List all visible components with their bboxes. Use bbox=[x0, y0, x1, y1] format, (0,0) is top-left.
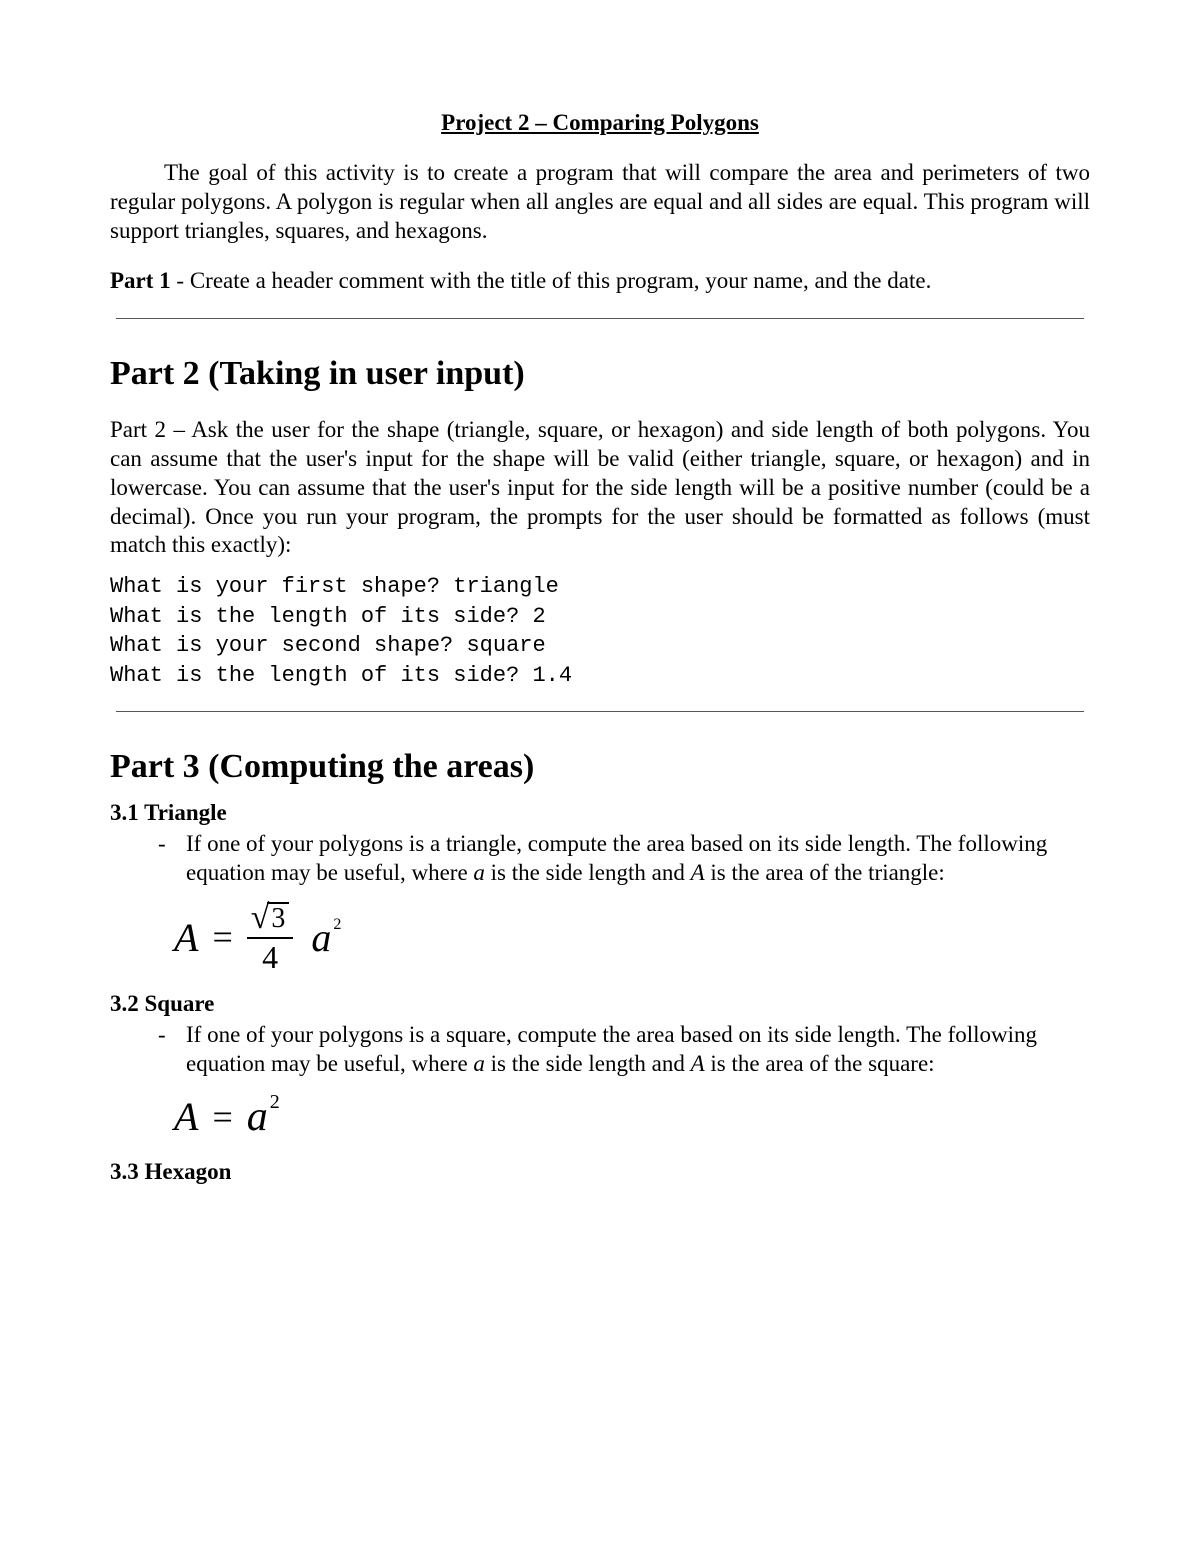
triangle-bullet: If one of your polygons is a triangle, c… bbox=[158, 830, 1090, 888]
document-page: Project 2 – Comparing Polygons The goal … bbox=[0, 0, 1200, 1553]
a-squared: a2 bbox=[311, 914, 339, 961]
square-heading: 3.2 Square bbox=[110, 991, 1090, 1017]
square-bullet-mid: is the side length and bbox=[485, 1051, 691, 1076]
triangle-bullet-mid: is the side length and bbox=[485, 860, 691, 885]
formula-numerator: √ 3 bbox=[247, 901, 294, 935]
formula-denominator: 4 bbox=[258, 941, 282, 973]
part2-text: Part 2 – Ask the user for the shape (tri… bbox=[110, 416, 1090, 560]
formula-eq-sq: = bbox=[212, 1096, 232, 1138]
sqrt-wrap: √ 3 bbox=[251, 901, 290, 935]
part1-label: Part 1 bbox=[110, 268, 171, 293]
part3-heading: Part 3 (Computing the areas) bbox=[110, 748, 1090, 786]
square-var-A: A bbox=[691, 1051, 705, 1076]
triangle-heading: 3.1 Triangle bbox=[110, 800, 1090, 826]
formula-fraction: √ 3 4 bbox=[247, 901, 294, 973]
square-bullet-post: is the area of the square: bbox=[705, 1051, 935, 1076]
triangle-formula: A = √ 3 4 a2 bbox=[174, 901, 1090, 973]
part1-text: - Create a header comment with the title… bbox=[171, 268, 932, 293]
hexagon-heading: 3.3 Hexagon bbox=[110, 1159, 1090, 1185]
triangle-bullet-post: is the area of the triangle: bbox=[705, 860, 945, 885]
square-formula: A = a2 bbox=[174, 1093, 1090, 1141]
a-squared-sq: a2 bbox=[247, 1093, 278, 1141]
divider-2 bbox=[116, 711, 1084, 712]
formula-A-sq: A bbox=[174, 1093, 198, 1140]
divider-1 bbox=[116, 318, 1084, 319]
square-list: If one of your polygons is a square, com… bbox=[110, 1021, 1090, 1079]
radicand: 3 bbox=[267, 902, 289, 935]
square-bullet: If one of your polygons is a square, com… bbox=[158, 1021, 1090, 1079]
a-exp-sq: 2 bbox=[270, 1091, 280, 1113]
formula-A: A bbox=[174, 914, 198, 961]
part2-heading: Part 2 (Taking in user input) bbox=[110, 355, 1090, 393]
formula-eq: = bbox=[212, 916, 232, 958]
triangle-list: If one of your polygons is a triangle, c… bbox=[110, 830, 1090, 888]
intro-paragraph: The goal of this activity is to create a… bbox=[110, 159, 1090, 245]
square-var-a: a bbox=[473, 1051, 485, 1076]
part2-code-block: What is your first shape? triangle What … bbox=[110, 572, 1090, 691]
triangle-var-A: A bbox=[691, 860, 705, 885]
a-exp: 2 bbox=[333, 916, 341, 933]
a-base-sq: a bbox=[247, 1094, 268, 1140]
part1-line: Part 1 - Create a header comment with th… bbox=[110, 268, 1090, 294]
a-base: a bbox=[311, 915, 331, 960]
page-title: Project 2 – Comparing Polygons bbox=[110, 110, 1090, 136]
triangle-var-a: a bbox=[473, 860, 485, 885]
